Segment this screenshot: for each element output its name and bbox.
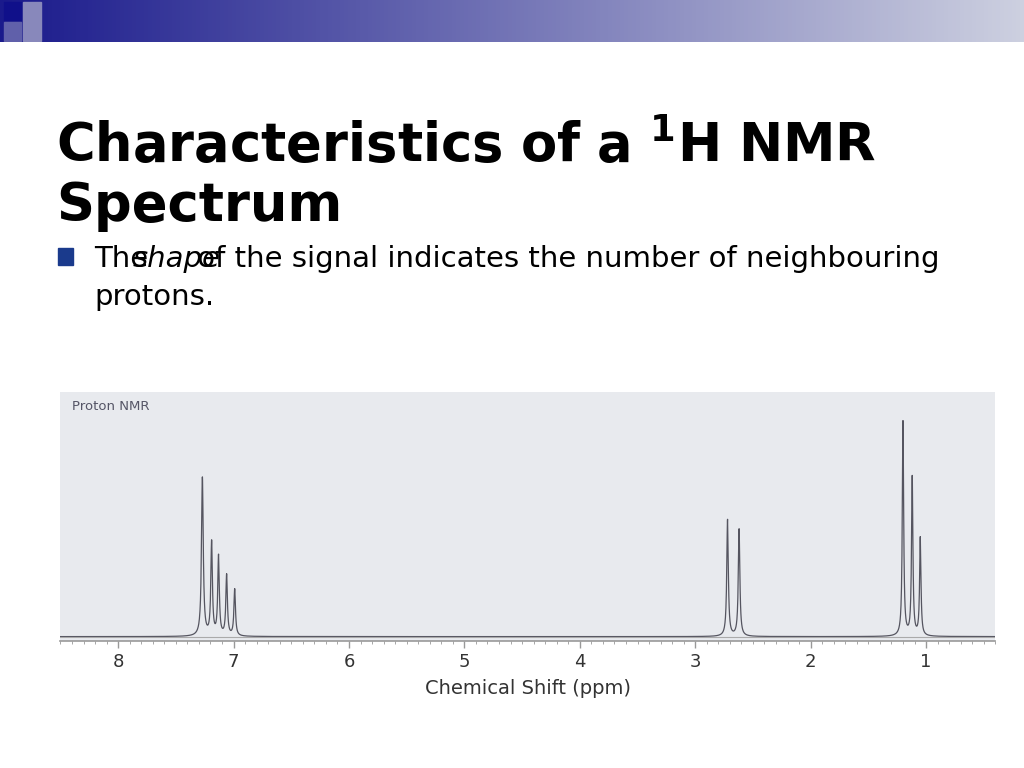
Bar [58, 248, 73, 265]
Text: of the signal indicates the number of neighbouring: of the signal indicates the number of ne… [188, 245, 940, 273]
Text: Spectrum: Spectrum [56, 180, 343, 233]
Text: $\bf{Characteristics\ of\ a\ }$$\bf{^1}$$\bf{H\ NMR}$: $\bf{Characteristics\ of\ a\ }$$\bf{^1}$… [56, 119, 877, 173]
Bar [23, 2, 41, 41]
Text: protons.: protons. [94, 283, 214, 310]
Text: Proton NMR: Proton NMR [72, 400, 150, 413]
X-axis label: Chemical Shift (ppm): Chemical Shift (ppm) [425, 680, 631, 698]
Text: The: The [94, 245, 158, 273]
Bar [4, 2, 22, 20]
Text: shape: shape [133, 245, 221, 273]
Bar [4, 22, 22, 41]
